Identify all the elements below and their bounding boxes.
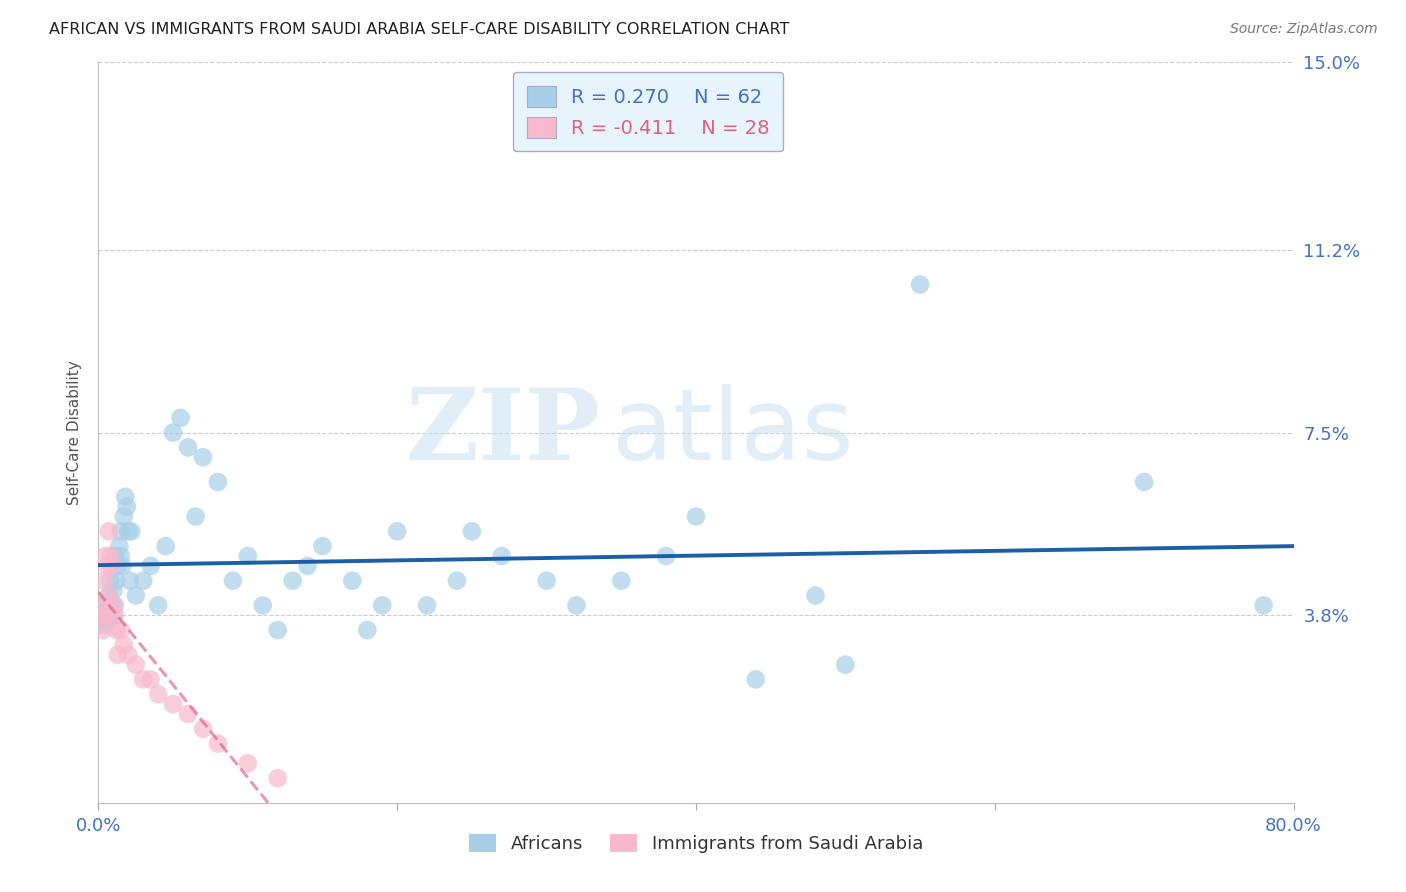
Point (132, 574, 155, 588)
Point (385, 524, 409, 539)
Point (267, 623, 290, 637)
Point (104, 608, 127, 623)
Point (94, 613, 117, 627)
Y-axis label: Self-Care Disability: Self-Care Disability (67, 360, 83, 505)
Point (120, 524, 142, 539)
Point (108, 539, 131, 553)
Point (117, 524, 139, 539)
Point (97, 589, 120, 603)
Point (91, 599, 114, 613)
Point (191, 450, 214, 465)
Point (105, 623, 128, 637)
Point (1133, 475, 1156, 489)
Point (148, 687, 170, 701)
Point (184, 509, 207, 524)
Point (655, 549, 678, 563)
Point (125, 657, 148, 672)
Point (110, 549, 132, 563)
Point (491, 549, 513, 563)
Point (281, 574, 304, 588)
Point (371, 599, 394, 613)
Point (139, 558, 162, 573)
Point (111, 558, 134, 573)
Point (222, 574, 245, 588)
Point (745, 673, 768, 687)
Point (125, 589, 148, 603)
Point (311, 539, 333, 553)
Point (93, 618, 115, 632)
Point (105, 574, 128, 588)
Point (97, 589, 120, 603)
Point (610, 574, 633, 588)
Point (97, 524, 120, 539)
Point (93, 574, 115, 588)
Point (118, 574, 141, 588)
Point (94, 608, 117, 623)
Point (834, 657, 856, 672)
Text: ZIP: ZIP (405, 384, 600, 481)
Point (90, 608, 112, 623)
Point (236, 756, 259, 771)
Point (91, 608, 114, 623)
Point (114, 490, 136, 504)
Point (107, 558, 129, 573)
Point (148, 599, 170, 613)
Point (252, 599, 274, 613)
Point (446, 574, 468, 588)
Point (162, 697, 184, 711)
Point (98, 549, 122, 563)
Point (101, 558, 124, 573)
Point (112, 638, 135, 652)
Point (177, 441, 200, 455)
Point (103, 608, 125, 623)
Point (155, 539, 177, 553)
Point (101, 599, 124, 613)
Point (177, 706, 200, 721)
Legend: Africans, Immigrants from Saudi Arabia: Africans, Immigrants from Saudi Arabia (461, 827, 931, 861)
Point (96, 558, 118, 573)
Point (416, 599, 439, 613)
Point (236, 549, 259, 563)
Point (96, 603, 118, 617)
Text: Source: ZipAtlas.com: Source: ZipAtlas.com (1230, 22, 1378, 37)
Point (685, 509, 707, 524)
Point (115, 500, 138, 514)
Point (103, 599, 125, 613)
Point (804, 589, 827, 603)
Point (103, 583, 125, 598)
Point (536, 574, 558, 588)
Point (132, 673, 155, 687)
Point (104, 599, 127, 613)
Point (267, 771, 290, 785)
Point (461, 524, 484, 539)
Point (207, 475, 229, 489)
Point (297, 558, 319, 573)
Point (169, 410, 191, 425)
Point (342, 574, 364, 588)
Point (565, 599, 588, 613)
Text: AFRICAN VS IMMIGRANTS FROM SAUDI ARABIA SELF-CARE DISABILITY CORRELATION CHART: AFRICAN VS IMMIGRANTS FROM SAUDI ARABIA … (49, 22, 790, 37)
Point (94, 599, 117, 613)
Point (107, 648, 129, 662)
Point (1253, 599, 1275, 613)
Point (98, 608, 122, 623)
Point (207, 737, 229, 751)
Point (98, 574, 122, 588)
Point (104, 549, 127, 563)
Point (94, 549, 117, 563)
Point (191, 722, 214, 736)
Point (139, 673, 162, 687)
Point (110, 524, 132, 539)
Point (908, 277, 931, 292)
Point (117, 648, 139, 662)
Point (112, 509, 135, 524)
Point (356, 623, 378, 637)
Text: atlas: atlas (613, 384, 853, 481)
Point (110, 623, 132, 637)
Point (91, 623, 114, 637)
Point (162, 425, 184, 440)
